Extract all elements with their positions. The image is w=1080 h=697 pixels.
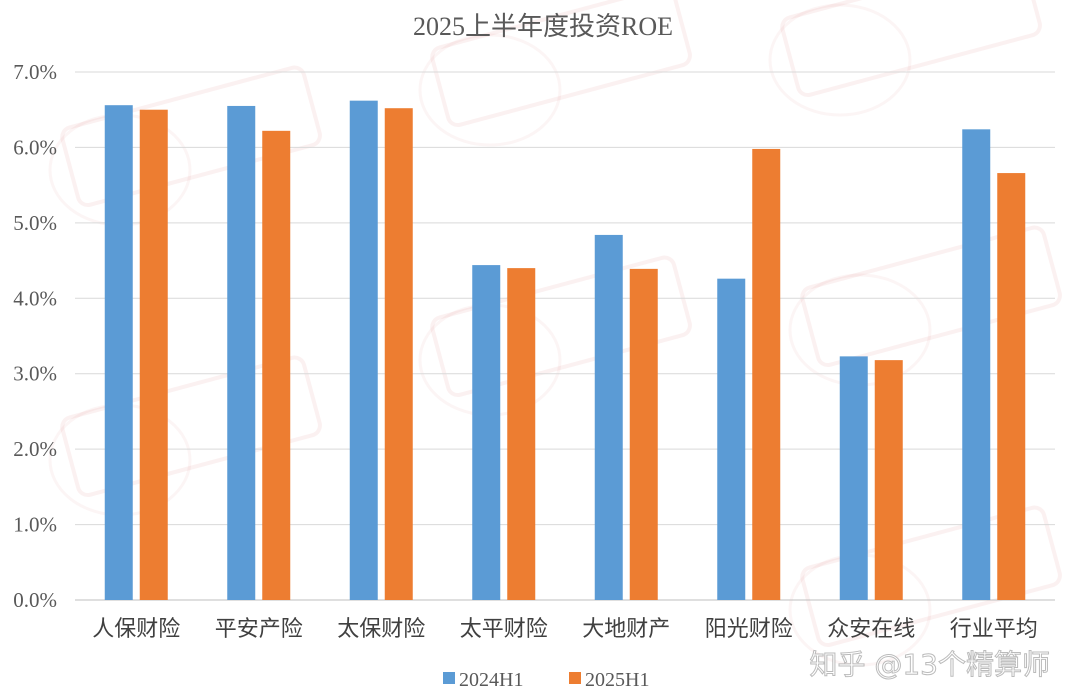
y-tick-label: 7.0% [13, 60, 57, 84]
x-category-label: 人保财险 [92, 617, 180, 642]
legend-label: 2025H1 [585, 669, 649, 691]
gridlines [75, 71, 1055, 601]
bar-2025H1-大地财产 [629, 268, 658, 600]
y-axis-ticks: 0.0% 1.0% 2.0% 3.0% 4.0% 5.0% 6.0% 7.0% [13, 60, 57, 612]
bar-2025H1-太保财险 [384, 108, 413, 600]
legend-swatch-2025H1 [569, 672, 581, 684]
watermark-seal [768, 3, 912, 117]
bar-2025H1-阳光财险 [752, 148, 781, 601]
bar-2025H1-人保财险 [139, 109, 168, 600]
bar-2024H1-阳光财险 [717, 278, 746, 600]
legend: 2024H1 2025H1 [443, 669, 649, 691]
watermark-seal [418, 33, 562, 147]
x-category-label: 众安在线 [827, 617, 915, 642]
bar-2025H1-平安产险 [262, 130, 291, 600]
x-category-label: 阳光财险 [705, 617, 793, 642]
bar-2025H1-众安在线 [874, 360, 903, 600]
watermark-stamp [60, 65, 322, 208]
watermark-layer [48, 0, 1062, 667]
bar-2024H1-众安在线 [839, 356, 868, 600]
legend-swatch-2024H1 [443, 672, 455, 684]
bar-2025H1-太平财险 [507, 268, 536, 600]
bar-2024H1-太保财险 [349, 100, 378, 601]
watermark-stamp [780, 0, 1042, 98]
chart-title: 2025上半年度投资ROE [413, 12, 673, 41]
y-tick-label: 1.0% [13, 513, 57, 537]
y-tick-label: 4.0% [13, 286, 57, 310]
credit-watermark: 知乎 @13个精算师 [809, 648, 1050, 681]
bar-2024H1-大地财产 [594, 234, 623, 600]
bars [104, 100, 1026, 601]
x-category-label: 太平财险 [460, 617, 548, 642]
watermark-stamp [800, 505, 1062, 648]
bar-2024H1-平安产险 [227, 105, 256, 600]
bar-2024H1-行业平均 [962, 129, 991, 600]
legend-label: 2024H1 [459, 669, 523, 691]
y-tick-label: 3.0% [13, 362, 57, 386]
x-axis-labels: 人保财险 平安产险 太保财险 太平财险 大地财产 阳光财险 众安在线 行业平均 [92, 617, 1038, 642]
watermark-stamp [430, 255, 692, 398]
x-category-label: 行业平均 [950, 617, 1038, 642]
x-category-label: 平安产险 [215, 617, 303, 642]
y-tick-label: 2.0% [13, 437, 57, 461]
bar-2024H1-太平财险 [472, 265, 501, 600]
y-tick-label: 0.0% [13, 588, 57, 612]
watermark-stamp [800, 225, 1062, 368]
bar-2025H1-行业平均 [997, 173, 1026, 600]
x-category-label: 太保财险 [337, 617, 425, 642]
y-tick-label: 5.0% [13, 211, 57, 235]
y-tick-label: 6.0% [13, 135, 57, 159]
watermark-stamp [60, 355, 322, 498]
watermark-stamp [430, 0, 692, 128]
x-category-label: 大地财产 [582, 617, 670, 642]
bar-2024H1-人保财险 [104, 105, 133, 600]
